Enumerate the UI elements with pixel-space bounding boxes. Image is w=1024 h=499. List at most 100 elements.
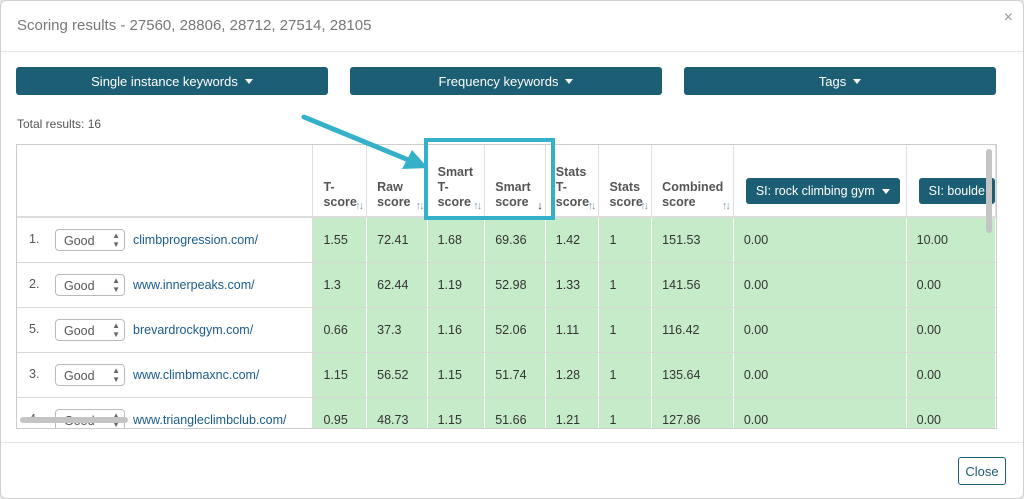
select-arrows-icon: ▲ ▼	[112, 411, 120, 429]
row-number: 2.	[29, 277, 40, 292]
results-table-container[interactable]: T- score ↑↓ Raw score ↑↓ Smart T- score ↑↓ …	[16, 144, 997, 429]
smart-score-highlight-box	[424, 138, 555, 220]
column-header[interactable]: Stats score ↑↓	[598, 145, 653, 218]
site-link[interactable]: climbprogression.com/	[133, 233, 259, 247]
score-cell: 69.36	[484, 217, 546, 263]
site-cell: 3. Good ▲ ▼ www.climbmaxnc.com/	[17, 352, 314, 398]
sort-icon[interactable]: ↑↓	[721, 200, 731, 212]
table-row: 5. Good ▲ ▼ brevardrockgym.com/0.66 37.3 1.16 5…	[17, 307, 996, 353]
score-cell: 1.55	[312, 217, 368, 263]
single-instance-keywords-dropdown[interactable]: Single instance keywords	[16, 67, 328, 95]
score-cell: 1	[598, 352, 653, 398]
score-cell: 1.28	[545, 352, 600, 398]
score-cell: 0.00	[733, 352, 907, 398]
tags-label: Tags	[818, 73, 847, 89]
modal-header: Scoring results - 27560, 28806, 28712, 2…	[1, 1, 1023, 52]
sort-desc-icon[interactable]: ↓	[537, 200, 542, 212]
column-header: SI: rock climbing gym	[733, 145, 907, 218]
single-instance-keywords-label: Single instance keywords	[91, 73, 238, 89]
score-cell: 56.52	[366, 352, 428, 398]
sort-icon[interactable]: ↑↓	[473, 200, 482, 212]
select-arrows-icon: ▲ ▼	[112, 366, 120, 384]
close-button[interactable]: Close	[958, 457, 1006, 485]
total-results: Total results: 16	[17, 117, 102, 131]
site-link[interactable]: brevardrockgym.com/	[133, 323, 254, 337]
site-cell: 1. Good ▲ ▼ climbprogression.com/	[17, 217, 314, 263]
score-cell: 1	[598, 262, 653, 308]
vertical-scrollbar[interactable]	[986, 149, 992, 233]
row-number: 3.	[29, 367, 40, 382]
frequency-keywords-label: Frequency keywords	[438, 73, 559, 89]
score-cell: 1.21	[545, 397, 600, 428]
site-cell: 5. Good ▲ ▼ brevardrockgym.com/	[17, 307, 314, 353]
score-cell: 127.86	[651, 397, 734, 428]
site-column-header	[17, 145, 314, 218]
rating-value: Good	[64, 279, 95, 293]
score-cell: 1.19	[427, 262, 486, 308]
score-cell: 1	[598, 307, 653, 353]
close-icon[interactable]: ×	[1003, 9, 1013, 26]
modal-title: Scoring results - 27560, 28806, 28712, 2…	[17, 17, 372, 34]
frequency-keywords-dropdown[interactable]: Frequency keywords	[350, 67, 662, 95]
score-cell: 0.95	[312, 397, 368, 428]
score-cell: 10.00	[906, 217, 996, 263]
rating-select[interactable]: Good ▲▼	[55, 274, 125, 296]
score-cell: 0.66	[312, 307, 368, 353]
rating-select[interactable]: Good ▲▼	[55, 319, 125, 341]
score-cell: 1.33	[545, 262, 600, 308]
score-cell: 135.64	[651, 352, 734, 398]
sort-icon[interactable]: ↑↓	[415, 200, 425, 212]
score-cell: 0.00	[733, 262, 907, 308]
column-label: Stats T- score	[555, 165, 590, 209]
table-row: 2. Good ▲ ▼ www.innerpeaks.com/1.3 62.44 1.19 5…	[17, 262, 996, 308]
results-table: T- score ↑↓ Raw score ↑↓ Smart T- score ↑↓ …	[17, 145, 996, 429]
score-cell: 48.73	[366, 397, 428, 428]
column-label: Smart score	[495, 180, 531, 209]
score-cell: 0.00	[906, 352, 996, 398]
score-cell: 151.53	[651, 217, 734, 263]
column-header[interactable]: Combined score ↑↓	[651, 145, 734, 218]
score-cell: 51.66	[484, 397, 546, 428]
sort-icon[interactable]: ↑↓	[587, 200, 596, 212]
score-cell: 1	[598, 217, 653, 263]
column-header[interactable]: Smart score ↓	[484, 145, 546, 218]
sort-icon[interactable]: ↑↓	[640, 200, 649, 212]
score-cell: 0.00	[906, 397, 996, 428]
rating-select[interactable]: Good ▲▼	[55, 229, 125, 251]
tags-dropdown[interactable]: Tags	[684, 67, 996, 95]
modal-footer	[1, 442, 1023, 498]
site-link[interactable]: www.triangleclimbclub.com/	[133, 413, 287, 427]
caret-down-icon	[853, 78, 862, 84]
site-link[interactable]: www.climbmaxnc.com/	[133, 368, 260, 382]
site-cell: 4.Good▲▼www.triangleclimbclub.com/	[17, 397, 314, 429]
keyword-column-dropdown[interactable]: SI: rock climbing gym	[745, 178, 900, 204]
column-label: Stats score	[609, 180, 643, 209]
caret-down-icon	[881, 189, 890, 195]
score-cell: 1.15	[312, 352, 368, 398]
keyword-column-label: SI: boulde	[928, 184, 985, 198]
score-cell: 116.42	[651, 307, 734, 353]
keyword-column-label: SI: rock climbing gym	[755, 184, 875, 198]
score-cell: 1	[598, 397, 653, 428]
select-arrows-icon: ▲ ▼	[112, 276, 120, 294]
score-cell: 37.3	[366, 307, 428, 353]
select-arrows-icon: ▲ ▼	[112, 321, 120, 339]
site-link[interactable]: www.innerpeaks.com/	[133, 278, 255, 292]
score-cell: 0.00	[733, 217, 907, 263]
sort-icon[interactable]: ↑↓	[355, 200, 364, 212]
column-label: T- score	[323, 180, 357, 209]
score-cell: 72.41	[366, 217, 428, 263]
score-cell: 1.3	[312, 262, 368, 308]
rating-value: Good	[64, 324, 95, 338]
score-cell: 1.15	[427, 397, 486, 428]
column-header[interactable]: T- score ↑↓	[312, 145, 368, 218]
column-header: SI: boulde	[906, 145, 996, 218]
horizontal-scrollbar[interactable]	[20, 417, 128, 423]
rating-select[interactable]: Good ▲▼	[55, 364, 125, 386]
keyword-column-dropdown[interactable]: SI: boulde	[918, 178, 995, 204]
score-cell: 141.56	[651, 262, 734, 308]
rating-value: Good	[64, 234, 95, 248]
header-row: T- score ↑↓ Raw score ↑↓ Smart T- score ↑↓ …	[17, 145, 996, 218]
